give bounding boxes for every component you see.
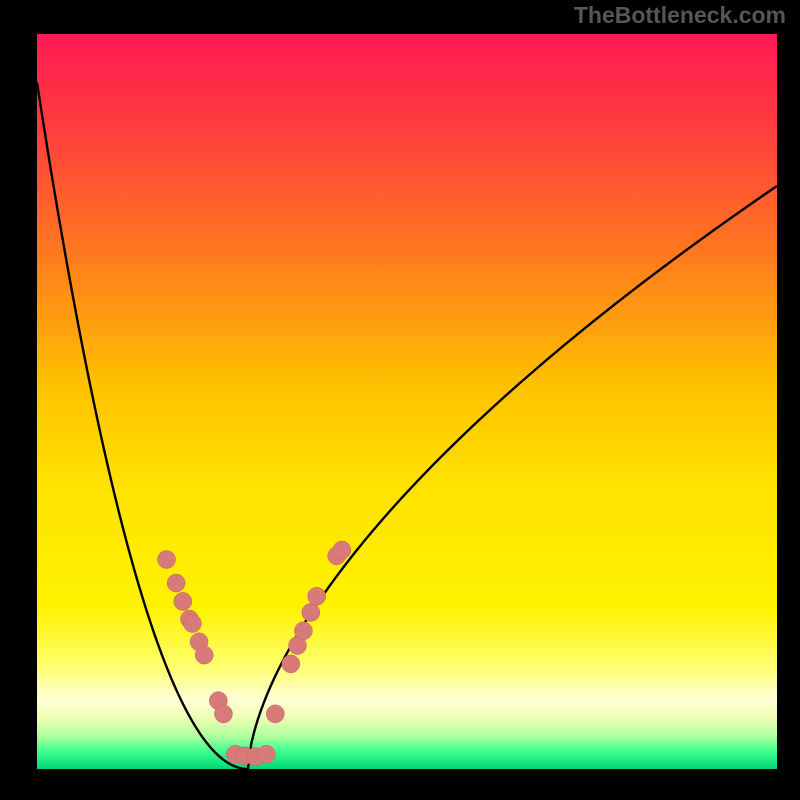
data-marker — [302, 603, 320, 621]
plot-area — [37, 34, 777, 769]
data-marker — [195, 646, 213, 664]
data-marker — [282, 655, 300, 673]
data-marker — [266, 705, 284, 723]
data-marker — [214, 705, 232, 723]
data-marker — [257, 745, 275, 763]
data-marker — [308, 587, 326, 605]
data-marker — [167, 574, 185, 592]
data-marker — [174, 592, 192, 610]
data-marker — [333, 541, 351, 559]
data-marker — [183, 614, 201, 632]
data-marker — [158, 551, 176, 569]
watermark-text: TheBottleneck.com — [574, 2, 786, 29]
gradient-background — [37, 34, 777, 769]
chart-container: TheBottleneck.com — [0, 0, 800, 800]
plot-svg — [37, 34, 777, 769]
data-marker — [294, 622, 312, 640]
